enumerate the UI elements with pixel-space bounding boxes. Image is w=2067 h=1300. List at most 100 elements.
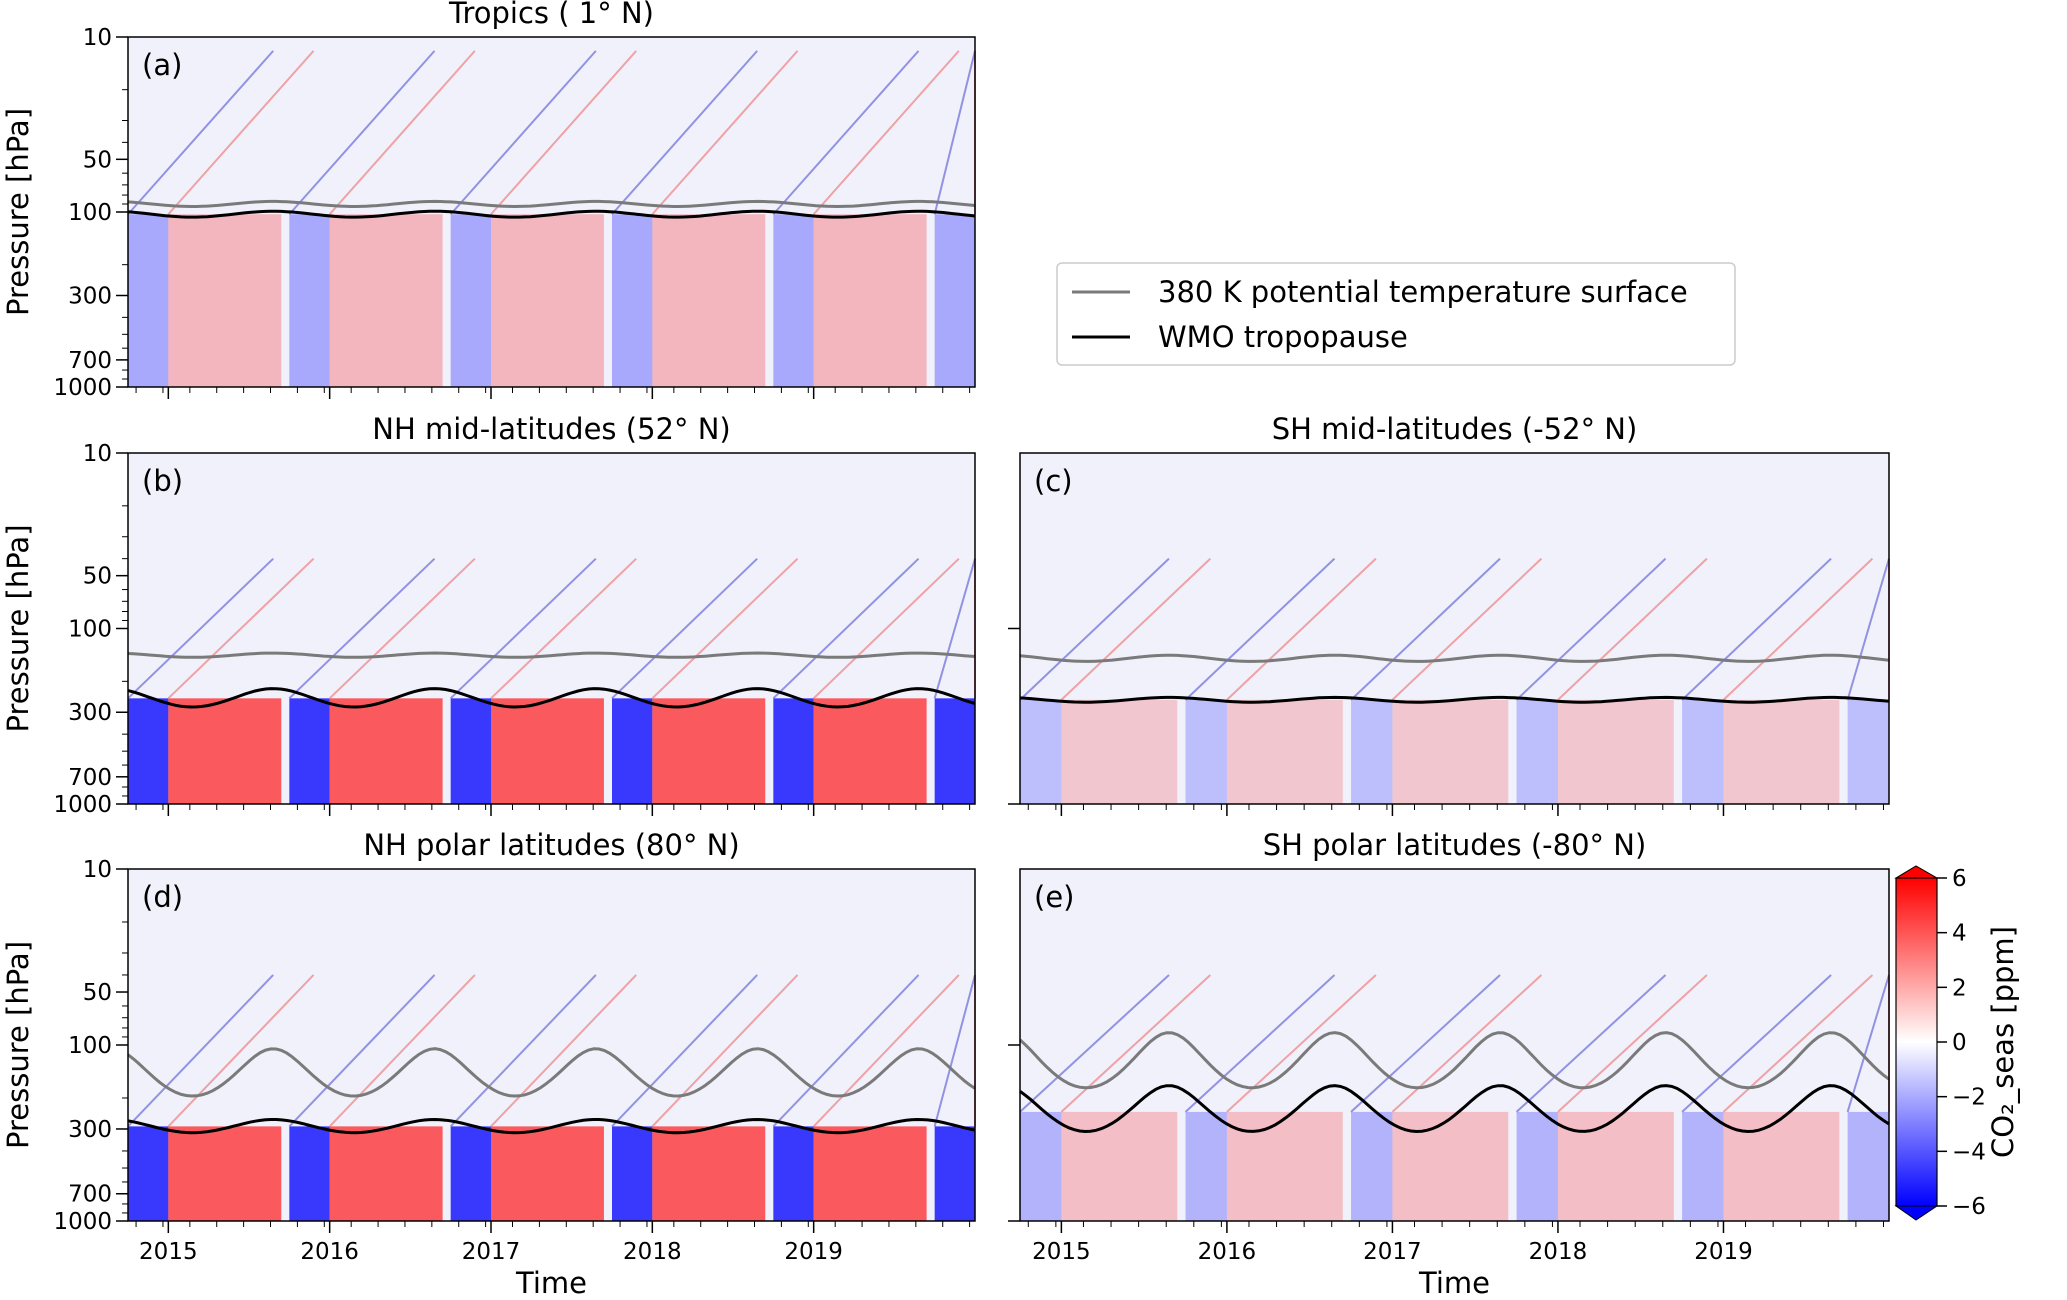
contour-negative [611, 557, 758, 700]
panel-e: SH polar latitudes (-80° N) (e) 2015 2016 20… [1008, 828, 1890, 1300]
field-band-negative [612, 698, 653, 804]
panel-title: NH mid-latitudes (52° N) [372, 412, 730, 446]
field-band-negative [1185, 1111, 1227, 1221]
field-band-negative [1516, 1111, 1558, 1221]
y-tick-label: 300 [68, 1117, 112, 1143]
contour-positive [490, 974, 637, 1128]
y-tick-label: 700 [68, 765, 112, 791]
field-band-negative [773, 698, 814, 804]
contour-positive [812, 50, 960, 215]
field-band-positive [1226, 1111, 1343, 1221]
x-tick-label: 2018 [1529, 1239, 1588, 1265]
panel-label: (d) [142, 880, 183, 914]
field-band-negative [1020, 1111, 1062, 1221]
contour-positive [490, 50, 637, 215]
y-tick-label: 1000 [53, 375, 112, 401]
plot-background [1020, 869, 1889, 1221]
field-band-positive [491, 698, 604, 804]
panel-b: NH mid-latitudes (52° N) (b) 10 50 100 300 700… [1, 412, 976, 818]
contour-positive [651, 50, 799, 215]
seasonal-field [127, 974, 976, 1221]
field-band-negative [1682, 1111, 1724, 1221]
y-axis-label: Pressure [hPa] [1, 941, 35, 1149]
plot-background [1020, 453, 1889, 804]
colorbar-gradient [1895, 877, 1938, 1207]
field-band-positive [1557, 699, 1674, 804]
contour-positive [167, 974, 315, 1128]
contour-negative [288, 974, 436, 1128]
contour-negative [449, 974, 597, 1128]
x-tick-label: 2015 [139, 1239, 198, 1265]
field-band-positive [813, 214, 927, 387]
x-tick-label: 2016 [1198, 1239, 1257, 1265]
x-tick-label: 2017 [462, 1239, 521, 1265]
y-tick-label: 100 [68, 1033, 112, 1059]
field-band-negative [128, 1126, 169, 1221]
contour-negative [611, 50, 758, 215]
seasonal-field [1019, 557, 1890, 804]
line-wmo-tropopause [127, 1117, 976, 1135]
panel-label: (b) [142, 464, 183, 498]
contour-positive [328, 50, 476, 215]
field-band-positive [1061, 699, 1178, 804]
field-band-positive [813, 1126, 927, 1221]
field-band-negative [773, 214, 814, 387]
field-band-negative [612, 1126, 653, 1221]
colorbar-tick-label: −4 [1952, 1139, 1986, 1165]
contour-positive [812, 974, 960, 1128]
contour-negative [1019, 557, 1170, 701]
contour-negative [1184, 974, 1336, 1113]
y-tick-label: 50 [83, 564, 112, 590]
y-tick-label: 300 [68, 700, 112, 726]
panel-c: SH mid-latitudes (-52° N) (c) [1008, 412, 1890, 816]
field-band-positive [1392, 699, 1509, 804]
colorbar-tick-label: 0 [1952, 1030, 1967, 1056]
field-band-positive [168, 1126, 282, 1221]
x-tick-label: 2018 [623, 1239, 682, 1265]
panel-d: NH polar latitudes (80° N) (d) 2015 2016 201… [1, 828, 976, 1300]
colorbar-extend-high [1894, 865, 1939, 879]
contour-negative [772, 50, 920, 215]
field-band-positive [1061, 1111, 1178, 1221]
contour-positive [328, 974, 476, 1128]
field-band-negative [128, 698, 169, 804]
contour-positive [651, 557, 799, 700]
colorbar-tick-label: 4 [1952, 921, 1967, 947]
y-tick-label: 100 [68, 617, 112, 643]
contour-negative [127, 557, 274, 700]
field-band-negative [289, 698, 330, 804]
field-band-negative [128, 214, 169, 387]
field-band-positive [652, 698, 766, 804]
contour-negative [1846, 558, 1890, 701]
line-wmo-tropopause [127, 687, 976, 709]
x-tick-label: 2016 [300, 1239, 359, 1265]
field-band-negative [289, 1126, 330, 1221]
x-tick-label: 2017 [1363, 1239, 1422, 1265]
contour-negative [1681, 557, 1832, 701]
y-tick-label: 1000 [53, 1209, 112, 1235]
seasonal-field [127, 50, 976, 387]
colorbar-tick-label: −6 [1952, 1194, 1986, 1220]
contour-negative [1350, 974, 1501, 1113]
contour-negative [933, 974, 976, 1127]
panel-title: SH mid-latitudes (-52° N) [1272, 412, 1638, 446]
legend-frame [1056, 262, 1736, 366]
contour-positive [167, 557, 315, 700]
field-band-negative [1185, 699, 1227, 804]
contour-positive [167, 50, 315, 215]
field-band-negative [1351, 1111, 1393, 1221]
contour-negative [288, 50, 436, 215]
legend-label-380k: 380 K potential temperature surface [1158, 275, 1688, 309]
y-tick-label: 700 [68, 348, 112, 374]
contour-positive [328, 557, 476, 700]
field-band-negative [450, 698, 491, 804]
field-band-negative [934, 698, 975, 804]
field-band-positive [491, 1126, 604, 1221]
contour-positive [1722, 557, 1874, 701]
colorbar-tick-label: 2 [1952, 975, 1967, 1001]
field-band-negative [450, 214, 491, 387]
contour-negative [288, 557, 436, 700]
y-tick-label: 1000 [53, 792, 112, 818]
field-band-positive [1226, 699, 1343, 804]
y-tick-label: 50 [83, 980, 112, 1006]
